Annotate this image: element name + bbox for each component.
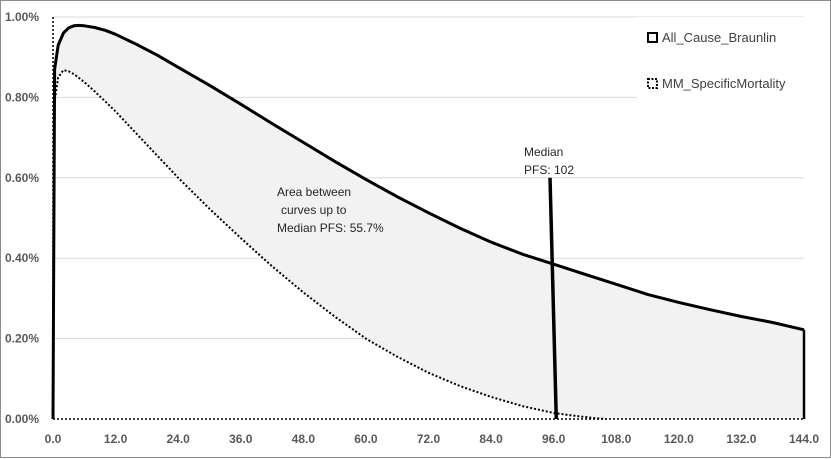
x-tick-label: 96.0 [542, 432, 566, 446]
shaded-area [53, 25, 804, 420]
x-tick-label: 108.0 [601, 432, 631, 446]
y-tick-label: 0.60% [5, 171, 39, 185]
legend: All_Cause_Braunlin MM_SpecificMortality [637, 17, 829, 101]
y-tick-label: 0.40% [5, 251, 39, 265]
axes [52, 17, 804, 420]
x-tick-label: 144.0 [789, 432, 819, 446]
x-tick-label: 120.0 [664, 432, 694, 446]
x-tick-label: 0.0 [45, 432, 62, 446]
area-between-curves [53, 25, 804, 420]
x-tick-label: 24.0 [166, 432, 190, 446]
y-tick-label: 0.00% [5, 412, 39, 426]
x-tick-label: 12.0 [104, 432, 128, 446]
legend-label-mm-specific: MM_SpecificMortality [662, 76, 786, 91]
median-marker-line [548, 177, 559, 420]
area-label-line-1: Area between [277, 185, 351, 199]
annotations: Median PFS: 102 Area between curves up to Me… [277, 145, 574, 420]
legend-box [637, 17, 829, 101]
legend-swatch-dotted [647, 78, 658, 89]
median-label-line-2: PFS: 102 [524, 163, 574, 177]
x-tick-label: 84.0 [479, 432, 503, 446]
area-label-line-3: Median PFS: 55.7% [277, 221, 384, 235]
x-tick-label: 48.0 [292, 432, 316, 446]
x-tick-label: 72.0 [417, 432, 441, 446]
area-label-line-2: curves up to [281, 203, 347, 217]
median-label-line-1: Median [524, 145, 563, 159]
series-lines [51, 23, 806, 420]
legend-label-all-cause: All_Cause_Braunlin [662, 30, 776, 45]
tick-labels: 0.00% 0.20% 0.40% 0.60% 0.80% 1.00% 0.0 12.0 24.… [5, 10, 819, 446]
y-tick-label: 1.00% [5, 10, 39, 24]
y-tick-label: 0.80% [5, 90, 39, 104]
series-line-All_Cause_Braunlin [51, 23, 805, 420]
x-tick-label: 36.0 [229, 432, 253, 446]
x-tick-label: 132.0 [726, 432, 756, 446]
legend-swatch-solid [647, 32, 658, 43]
x-tick-label: 60.0 [354, 432, 378, 446]
y-tick-label: 0.20% [5, 332, 39, 346]
